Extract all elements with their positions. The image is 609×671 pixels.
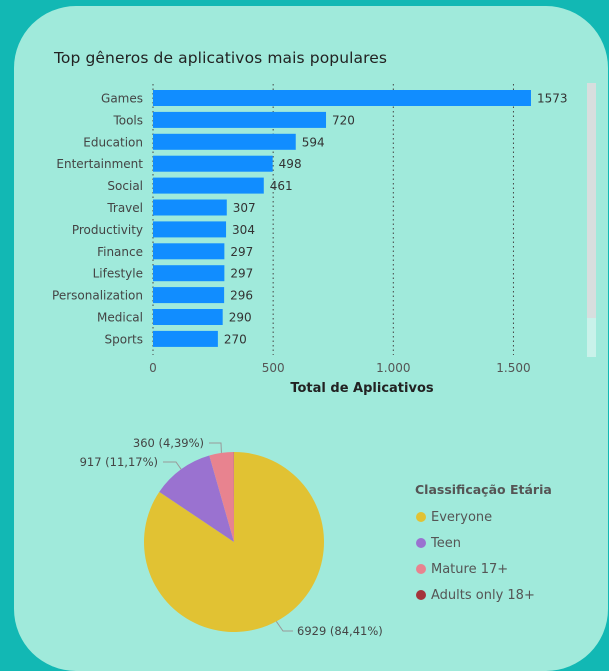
pie-data-label: 360 (4,39%)	[133, 436, 204, 450]
data-label: 297	[230, 245, 253, 259]
x-axis-title: Total de Aplicativos	[290, 381, 434, 396]
category-label: Games	[101, 92, 143, 106]
legend-title: Classificação Etária	[415, 482, 552, 497]
bar	[153, 199, 227, 216]
bar	[153, 155, 273, 172]
legend-label: Adults only 18+	[431, 587, 535, 603]
bar	[153, 265, 225, 282]
category-label: Education	[83, 135, 143, 149]
pie-leader-line	[209, 442, 222, 453]
data-label: 461	[270, 179, 293, 193]
bar	[153, 177, 264, 194]
legend-marker	[416, 590, 426, 600]
data-label: 290	[229, 311, 252, 325]
category-label: Entertainment	[56, 157, 143, 171]
legend-label: Teen	[431, 535, 461, 551]
data-label: 304	[232, 223, 255, 237]
bar	[153, 111, 327, 128]
chart-scrollbar[interactable]	[587, 83, 596, 357]
legend-item[interactable]: Mature 17+	[415, 556, 552, 582]
category-label: Personalization	[52, 289, 143, 303]
x-tick-label: 1.000	[376, 361, 410, 375]
category-label: Social	[107, 179, 143, 193]
bar	[153, 243, 225, 260]
data-label: 270	[224, 332, 247, 346]
data-label: 594	[302, 135, 325, 149]
legend-item[interactable]: Everyone	[415, 504, 552, 530]
x-tick-label: 500	[262, 361, 285, 375]
bar	[153, 133, 296, 150]
x-tick-label: 1.500	[496, 361, 530, 375]
category-label: Finance	[97, 245, 143, 259]
bar	[153, 287, 225, 304]
data-label: 498	[279, 157, 302, 171]
data-label: 296	[230, 289, 253, 303]
data-label: 297	[230, 267, 253, 281]
chart-title: Top gêneros de aplicativos mais populare…	[54, 49, 388, 67]
legend-marker	[416, 512, 426, 522]
bar	[153, 309, 223, 325]
legend-item[interactable]: Adults only 18+	[415, 582, 552, 608]
pie-leader-line	[275, 621, 293, 632]
legend-item[interactable]: Teen	[415, 530, 552, 556]
legend-label: Mature 17+	[431, 561, 509, 577]
scrollbar-thumb[interactable]	[587, 83, 596, 318]
pie-data-label: 917 (11,17%)	[80, 455, 158, 469]
data-label: 1573	[537, 92, 568, 106]
pie-leader-line	[163, 461, 182, 470]
legend-marker	[416, 564, 426, 574]
pie-legend: Classificação Etária Everyone Teen Mature …	[415, 482, 552, 608]
category-label: Sports	[105, 332, 143, 346]
bar	[153, 221, 227, 238]
x-tick-label: 0	[149, 361, 157, 375]
category-label: Travel	[106, 201, 143, 215]
category-label: Tools	[112, 113, 143, 127]
pie-slice	[209, 452, 234, 542]
category-label: Productivity	[72, 223, 143, 237]
data-label: 720	[332, 113, 355, 127]
category-label: Lifestyle	[93, 267, 143, 281]
category-label: Medical	[97, 311, 143, 325]
data-label: 307	[233, 201, 256, 215]
legend-label: Everyone	[431, 509, 493, 525]
pie-slice	[159, 455, 234, 542]
pie-data-label: 6929 (84,41%)	[297, 624, 383, 638]
bar	[153, 90, 531, 106]
legend-marker	[416, 538, 426, 548]
bar	[153, 330, 218, 347]
